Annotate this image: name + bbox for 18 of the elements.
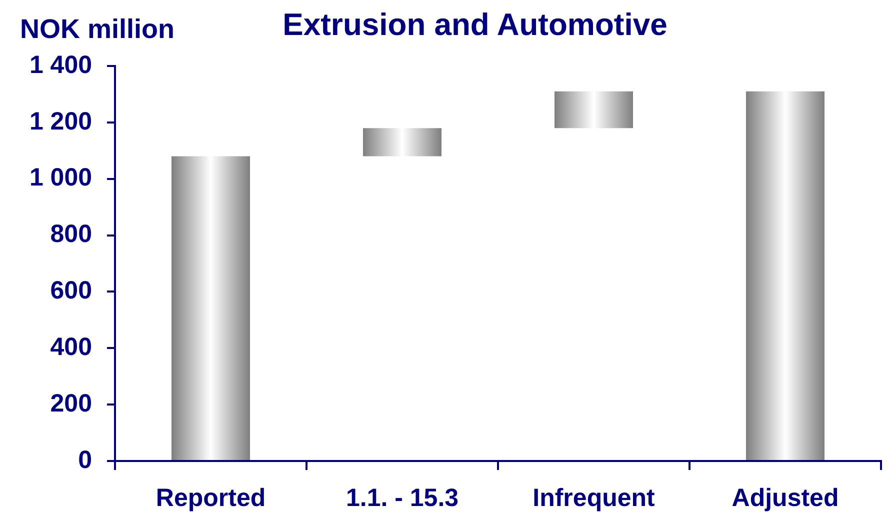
x-tick-label: 1.1. - 15.3 (346, 484, 459, 512)
bar (554, 91, 634, 128)
y-tick-label: 800 (50, 220, 92, 248)
y-tick-label: 400 (50, 333, 92, 362)
chart-title: Extrusion and Automotive (282, 7, 668, 42)
y-tick-label: 1 000 (29, 164, 92, 192)
y-axis-title: NOK million (20, 14, 174, 44)
bar (171, 156, 250, 460)
x-tick-label: Adjusted (732, 484, 839, 512)
bar (746, 91, 825, 460)
y-tick-label: 600 (50, 276, 92, 305)
x-tick-label: Reported (156, 484, 266, 512)
bar (362, 128, 442, 156)
y-tick-label: 0 (78, 446, 92, 474)
x-tick-label: Infrequent (532, 484, 656, 512)
y-tick-label: 1 200 (29, 107, 92, 136)
y-tick-label: 1 400 (29, 50, 92, 79)
y-tick-label: 200 (50, 389, 92, 418)
